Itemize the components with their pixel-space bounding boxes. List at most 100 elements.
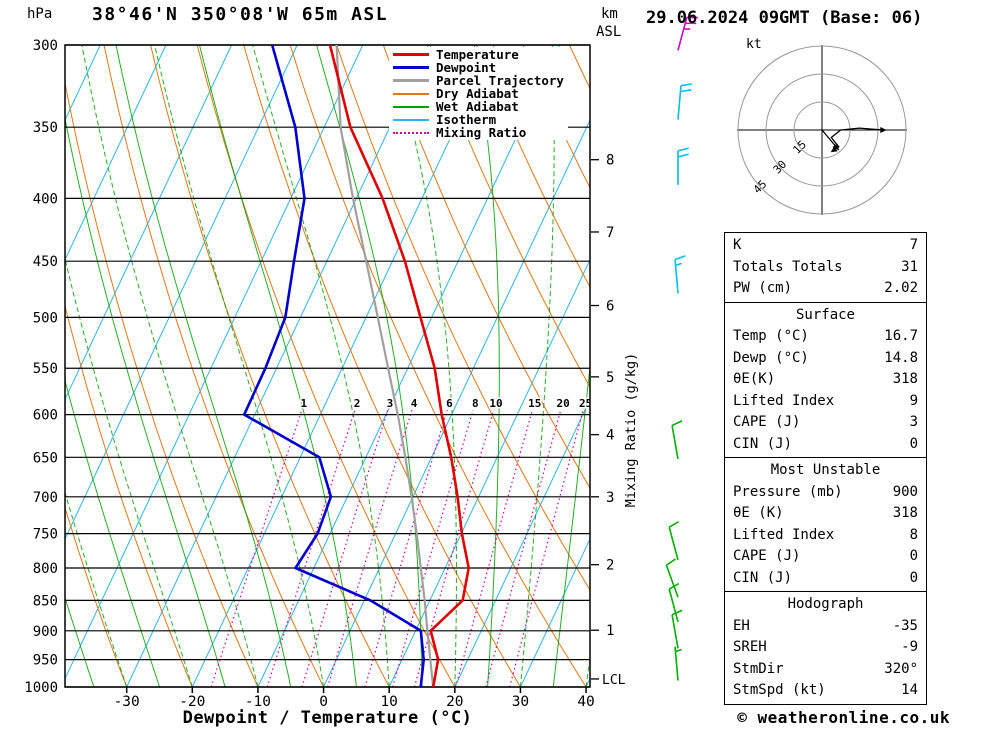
- wet-adiabat-line: [552, 362, 590, 687]
- wind-barb: [668, 521, 680, 561]
- temperature-curve: [328, 45, 471, 687]
- mixing-ratio-label: 25: [579, 397, 592, 410]
- arrowhead: [832, 143, 839, 150]
- km-tick-label: 6: [606, 299, 614, 315]
- pressure-tick-label: 300: [33, 38, 58, 54]
- table-row-label: PW (cm): [733, 280, 793, 296]
- pressure-tick-label: 800: [33, 561, 58, 577]
- table-row-value: 318: [892, 505, 918, 521]
- table-row: CIN (J) 0: [725, 568, 926, 590]
- legend-item: Parcel Trajectory: [393, 74, 564, 87]
- table-row-label: StmDir: [733, 660, 784, 677]
- table-row: θE(K) 318: [725, 369, 926, 391]
- pressure-tick-label: 650: [33, 450, 58, 466]
- isotherm-line: [126, 45, 429, 687]
- arrowhead: [830, 146, 838, 153]
- wind-barb: [677, 83, 692, 120]
- mixing-ratio-label: 2: [354, 397, 361, 410]
- table-header: Hodograph: [787, 596, 864, 612]
- legend-label: Mixing Ratio: [436, 125, 527, 140]
- legend-item: Dewpoint: [393, 61, 564, 74]
- legend-label: Dry Adiabat: [436, 86, 519, 101]
- hodograph-ring-label: 15: [790, 138, 809, 157]
- wind-barb: [665, 558, 679, 598]
- dry-adiabat-line: [475, 45, 590, 289]
- table-row-label: Pressure (mb): [733, 483, 843, 500]
- legend-line-swatch: [393, 105, 429, 108]
- table-row: StmSpd (kt) 14: [725, 680, 926, 702]
- table-row-label: Temp (°C): [733, 328, 809, 344]
- km-tick-label: 2: [606, 558, 614, 574]
- legend-line-swatch: [393, 53, 429, 56]
- table-row-value: 318: [892, 371, 918, 387]
- table-row-value: 9: [909, 392, 918, 409]
- legend-line-swatch: [393, 79, 429, 82]
- isotherm-line: [65, 45, 298, 541]
- table-row: CIN (J) 0: [725, 434, 926, 456]
- legend-item: Isotherm: [393, 113, 564, 126]
- table-row: Dewp (°C) 14.8: [725, 348, 926, 370]
- dry-adiabat-line: [65, 81, 259, 687]
- table-row-value: 31: [901, 258, 918, 275]
- table-row-label: EH: [733, 617, 750, 634]
- table-row: StmDir 320°: [725, 659, 926, 681]
- isotherm-line: [323, 118, 590, 687]
- run-datetime: 29.06.2024 09GMT (Base: 06): [646, 8, 923, 28]
- pressure-tick-label: 900: [33, 624, 58, 640]
- table-row: CAPE (J) 3: [725, 412, 926, 434]
- temperature-tick-label: -10: [245, 694, 271, 710]
- isotherm-line: [65, 45, 364, 680]
- km-tick-label: 7: [606, 225, 614, 241]
- indices-table: Hodograph EH -35 SREH -9 StmDir 320° StmSpd (kt…: [724, 591, 927, 705]
- legend-line-swatch: [393, 92, 429, 95]
- km-tick-label: 4: [606, 428, 614, 444]
- mixing-ratio-label: 20: [556, 397, 569, 410]
- plot-border: [64, 44, 591, 688]
- isotherm-line: [257, 45, 561, 687]
- table-row-label: Lifted Index: [733, 392, 835, 409]
- copyright-watermark: © weatheronline.co.uk: [737, 708, 950, 727]
- wet-adiabat-line: [519, 45, 555, 687]
- pressure-tick-label: 350: [33, 120, 58, 136]
- pressure-tick-label: 400: [33, 191, 58, 207]
- table-row-value: 0: [909, 569, 918, 586]
- legend-line-swatch: [393, 66, 429, 69]
- pressure-tick-label: 700: [33, 490, 58, 506]
- wind-barb: [677, 147, 689, 185]
- table-row-value: 16.7: [884, 328, 918, 344]
- pressure-tick-label: 1000: [24, 680, 58, 696]
- mixing-ratio-line: [266, 409, 356, 687]
- table-row-value: 2.02: [884, 280, 918, 296]
- wet-adiabat-line: [115, 45, 292, 687]
- table-row-value: -9: [901, 639, 918, 655]
- isotherm-line: [454, 398, 590, 687]
- wind-barb: [674, 646, 682, 681]
- legend-label: Dewpoint: [436, 60, 497, 75]
- legend-item: Temperature: [393, 48, 564, 61]
- mixing-ratio-label: 6: [446, 397, 453, 410]
- wet-adiabat-line: [473, 45, 500, 687]
- legend-label: Parcel Trajectory: [436, 73, 564, 88]
- lcl-label: LCL: [602, 673, 626, 688]
- table-row: PW (cm) 2.02: [725, 278, 926, 300]
- wind-barb: [677, 16, 698, 51]
- table-row-label: CAPE (J): [733, 414, 801, 430]
- legend-item: Mixing Ratio: [393, 126, 564, 139]
- isotherm-line: [519, 537, 590, 687]
- wet-adiabat-line: [65, 378, 160, 687]
- table-row: θE (K) 318: [725, 503, 926, 525]
- x-axis-title: Dewpoint / Temperature (°C): [182, 708, 473, 728]
- table-row-label: CIN (J): [733, 569, 793, 586]
- table-row-value: 0: [909, 548, 918, 564]
- table-header: Most Unstable: [770, 462, 881, 478]
- table-row-value: 0: [909, 435, 918, 452]
- arrowhead: [880, 127, 887, 133]
- isotherm-line: [191, 45, 495, 687]
- table-row-value: 320°: [884, 660, 918, 677]
- mixing-ratio-label: 3: [387, 397, 394, 410]
- km-tick-label: 5: [606, 370, 614, 386]
- indices-table: Surface Temp (°C) 16.7 Dewp (°C) 14.8 θE(K) 31…: [724, 301, 927, 458]
- mixing-ratio-line: [301, 409, 389, 687]
